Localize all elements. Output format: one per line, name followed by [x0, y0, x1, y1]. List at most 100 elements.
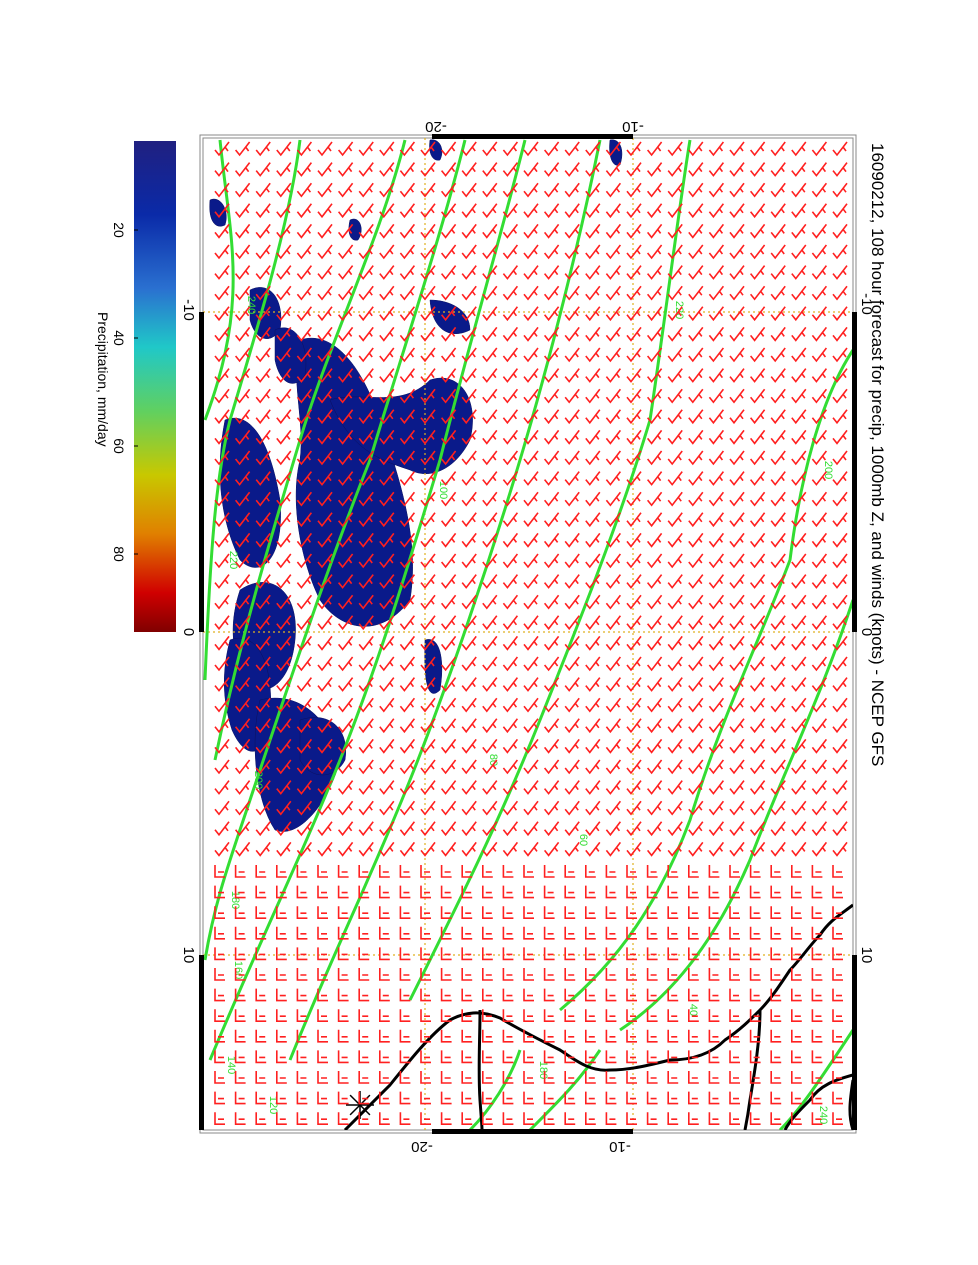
wind-barb: [234, 285, 251, 301]
wind-barb: [605, 906, 617, 919]
wind-barb: [523, 244, 539, 260]
wind-barb: [791, 615, 807, 631]
wind-barb: [337, 594, 354, 610]
wind-barb: [523, 1071, 534, 1084]
wind-barb: [811, 347, 828, 363]
wind-barb: [461, 285, 477, 301]
wind-barb: [214, 1091, 225, 1105]
wind-barb: [440, 947, 452, 961]
wind-barb: [626, 1091, 637, 1105]
right-axis-bar-1: [852, 312, 857, 632]
wind-barb: [461, 759, 477, 775]
wind-barb: [832, 429, 848, 445]
wind-barb: [791, 800, 807, 816]
wind-barb: [770, 223, 786, 239]
wind-barb: [317, 968, 328, 981]
wind-barb: [358, 347, 374, 363]
wind-barb: [523, 471, 539, 486]
wind-barb: [420, 326, 436, 342]
wind-barb: [502, 718, 519, 734]
wind-barb: [605, 553, 622, 569]
wind-barb: [749, 759, 766, 775]
wind-barb: [420, 988, 431, 1002]
wind-barb: [482, 1091, 493, 1105]
wind-barb: [667, 738, 683, 754]
wind-barb: [543, 1050, 555, 1064]
wind-barb: [461, 532, 477, 548]
left-axis-bar-1: [199, 312, 204, 632]
wind-barb: [482, 780, 498, 795]
wind-barb: [399, 738, 416, 754]
map-panel: 2402202001801601401201008060402402202001…: [180, 118, 875, 1155]
wind-barb: [749, 553, 766, 569]
wind-barb: [585, 1050, 596, 1064]
tick-labels: -20 -10 -20 -10 -10 0 10 -10 0 10: [180, 118, 875, 1155]
bottom-tick-label-2: -10: [609, 1138, 631, 1155]
wind-barb: [832, 926, 843, 940]
wind-barb: [729, 162, 745, 177]
wind-barb: [276, 800, 292, 816]
wind-barb: [585, 1029, 596, 1043]
wind-barb: [317, 203, 333, 219]
wind-barb: [688, 553, 704, 569]
wind-barb: [440, 841, 457, 857]
wind-barb: [440, 1009, 452, 1022]
wind-barb: [791, 450, 807, 466]
contour-label: 100: [437, 481, 449, 499]
wind-barb: [749, 677, 766, 692]
wind-barb: [461, 677, 477, 692]
wind-barb: [276, 429, 292, 445]
wind-barb: [234, 1112, 246, 1125]
wind-barb: [708, 203, 725, 219]
wind-barb: [214, 697, 230, 713]
wind-barb: [420, 821, 436, 837]
wind-barb: [255, 141, 271, 157]
wind-barb: [296, 388, 313, 404]
wind-barb: [708, 926, 720, 940]
wind-barb: [811, 821, 828, 837]
wind-barb: [688, 574, 704, 589]
wind-barb: [708, 718, 725, 734]
wind-barb: [296, 656, 313, 672]
wind-barb: [585, 553, 601, 569]
wind-barb: [708, 677, 725, 692]
wind-barb: [708, 865, 720, 878]
wind-barb: [708, 1050, 720, 1064]
wind-barb: [420, 1071, 431, 1084]
wind-barb: [770, 203, 786, 219]
wind-barb: [729, 841, 745, 857]
wind-barb: [523, 450, 539, 466]
wind-barb: [399, 450, 416, 466]
wind-barb: [337, 471, 354, 486]
wind-barb: [276, 926, 287, 940]
wind-barb: [708, 244, 725, 260]
wind-barb: [461, 821, 477, 837]
wind-barb: [214, 885, 225, 899]
wind-barb: [646, 926, 658, 940]
wind-barb: [729, 594, 745, 610]
wind-barb: [214, 141, 230, 157]
wind-barb: [255, 285, 271, 301]
wind-barb: [276, 759, 292, 775]
wind-barb: [337, 1029, 349, 1043]
wind-barb: [523, 1029, 534, 1043]
wind-barb: [626, 450, 642, 466]
wind-barb: [461, 968, 473, 981]
wind-barb: [255, 574, 271, 589]
wind-barb: [770, 1071, 782, 1084]
wind-barb: [337, 285, 354, 301]
wind-barb: [708, 635, 725, 651]
wind-barb: [585, 1009, 596, 1022]
wind-barb: [337, 780, 354, 795]
wind-barb: [605, 1071, 617, 1084]
wind-barb: [626, 244, 642, 260]
wind-barb: [564, 223, 580, 239]
wind-barb: [420, 800, 436, 816]
wind-barb: [317, 1009, 328, 1022]
wind-barb: [358, 203, 374, 219]
contour-line: [559, 349, 853, 1012]
wind-barb: [543, 926, 555, 940]
wind-barb: [296, 1050, 308, 1064]
wind-barb: [523, 926, 534, 940]
